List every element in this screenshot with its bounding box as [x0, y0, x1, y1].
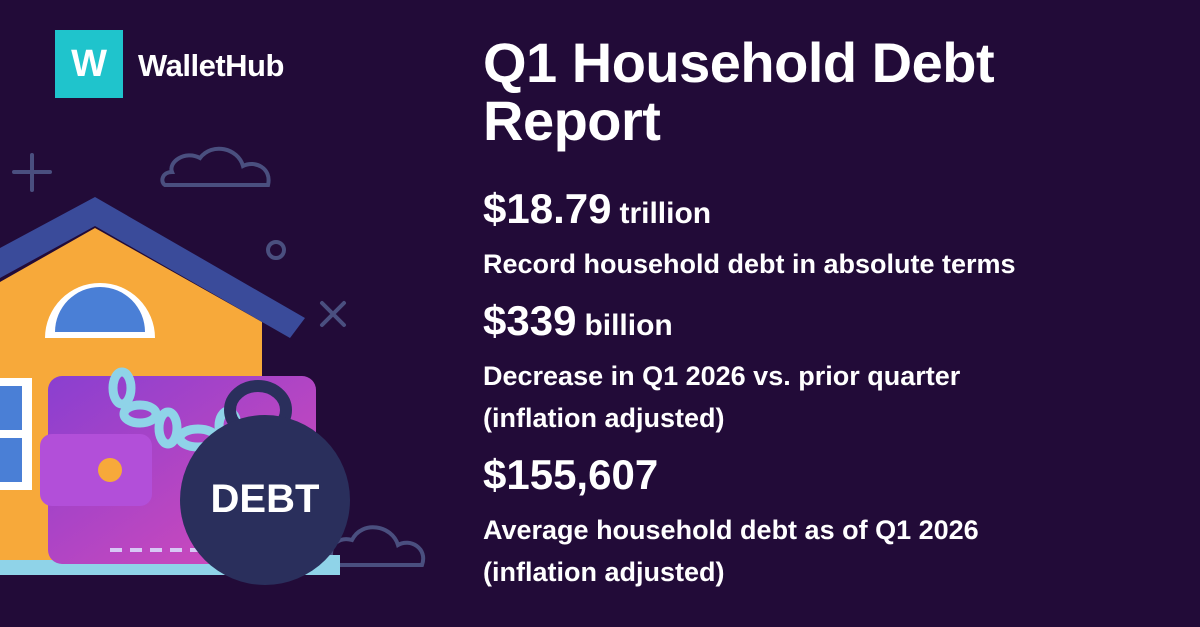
chain-link: [108, 367, 136, 409]
wallet-flap: [40, 434, 152, 506]
plus-icon: [12, 153, 52, 192]
house-roof: [0, 197, 305, 338]
x-icon: [320, 301, 346, 327]
stat-unit: trillion: [619, 197, 712, 230]
stat-unit: billion: [584, 309, 673, 342]
stat: $18.79 trillion Record household debt in a…: [483, 185, 1183, 285]
stat-description: Average household debt as of Q1 2026: [483, 515, 979, 545]
stat-value: $18.79: [483, 185, 612, 232]
ball-label: DEBT: [211, 477, 320, 521]
cloud: [329, 525, 426, 567]
stat-head: $155,607: [483, 451, 1183, 509]
wallet-button: [98, 458, 122, 482]
stat-value: $339: [483, 297, 577, 344]
chain-link: [119, 400, 161, 428]
debt-ball: [180, 415, 350, 585]
stat-description: (inflation adjusted): [483, 403, 725, 433]
illustration: DEBT: [0, 146, 426, 585]
circle-icon: [266, 240, 286, 260]
stat-description: (inflation adjusted): [483, 557, 725, 587]
logo-mark: W: [55, 30, 123, 98]
decorations: [12, 146, 426, 567]
stat-description: Record household debt in absolute terms: [483, 249, 1016, 279]
stat: $155,607 Average household debt as of Q1 …: [483, 451, 1183, 593]
title: Q1 Household Debt Report: [483, 31, 995, 152]
window: [0, 438, 22, 482]
stat-value: $155,607: [483, 451, 659, 498]
logo-name: WalletHub: [138, 48, 284, 83]
chain-link: [154, 407, 182, 449]
stat: $339 billion Decrease in Q1 2026 vs. prior…: [483, 297, 1183, 439]
stat-head: $18.79 trillion: [483, 185, 1183, 243]
stats: $18.79 trillion Record household debt in a…: [483, 185, 1183, 605]
cloud: [160, 146, 271, 187]
stat-head: $339 billion: [483, 297, 1183, 355]
stat-description: Decrease in Q1 2026 vs. prior quarter: [483, 361, 961, 391]
window: [0, 386, 22, 430]
window: [55, 287, 145, 332]
